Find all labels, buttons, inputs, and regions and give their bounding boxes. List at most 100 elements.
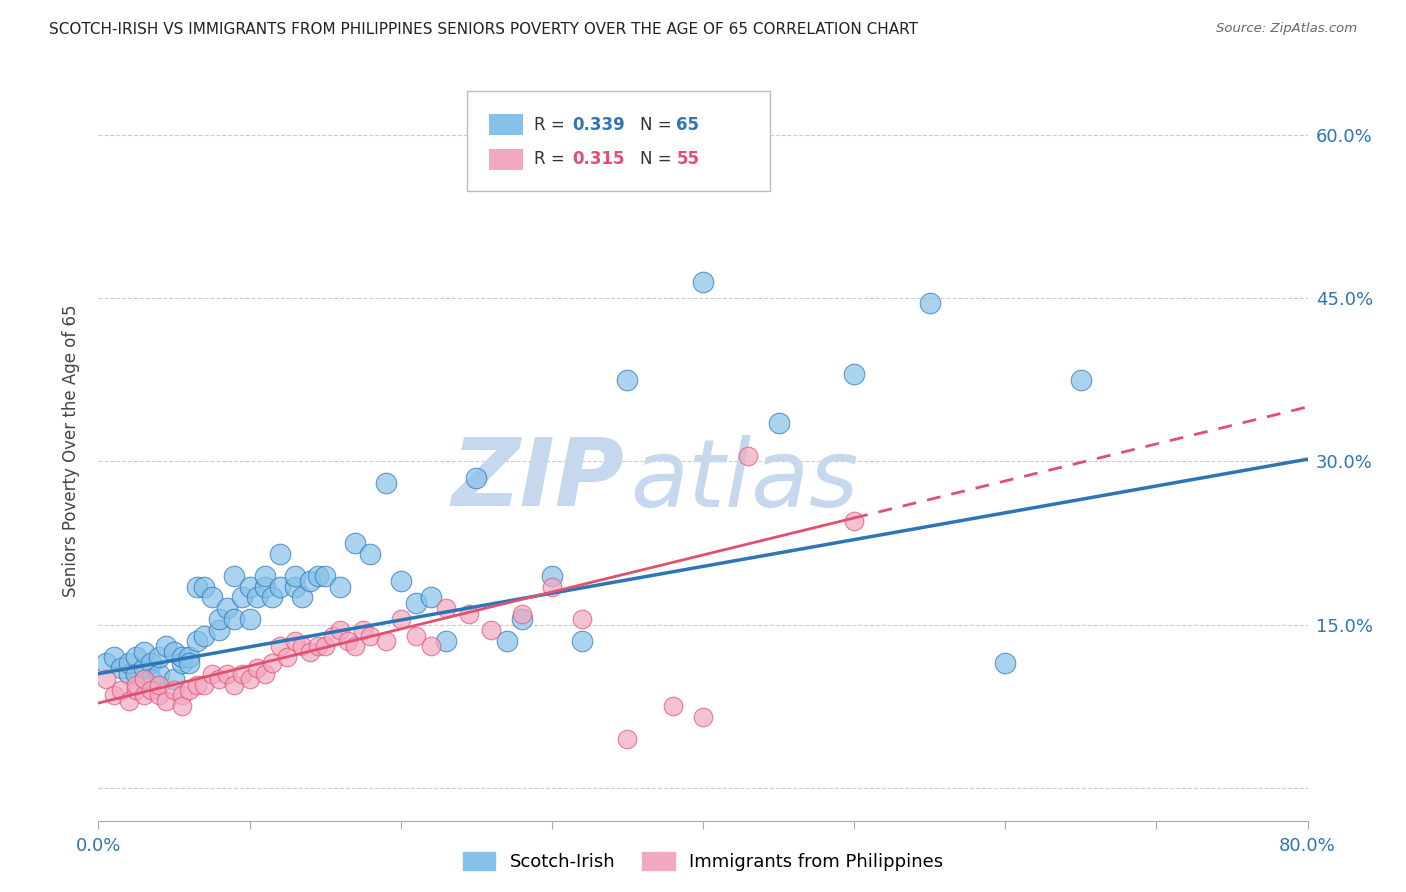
Point: [179, 656, 201, 670]
Point: [253, 580, 276, 594]
Point: [465, 471, 488, 485]
Point: [148, 689, 170, 703]
Point: [94, 672, 117, 686]
Point: [918, 296, 941, 310]
Point: [201, 591, 224, 605]
Text: N =: N =: [640, 116, 678, 134]
Point: [844, 368, 866, 382]
Point: [224, 612, 246, 626]
Point: [420, 591, 443, 605]
Point: [510, 607, 533, 621]
Point: [269, 547, 291, 561]
Point: [374, 476, 396, 491]
Point: [118, 656, 141, 670]
Point: [201, 666, 224, 681]
Point: [344, 536, 367, 550]
Point: [616, 373, 638, 387]
Point: [389, 574, 412, 588]
Point: [457, 607, 479, 621]
Point: [103, 689, 125, 703]
Point: [434, 601, 457, 615]
Point: [540, 580, 562, 594]
Point: [314, 568, 336, 582]
Point: [110, 661, 132, 675]
Point: [246, 591, 269, 605]
Point: [246, 661, 269, 675]
Point: [262, 656, 284, 670]
Text: atlas: atlas: [630, 434, 859, 525]
Point: [186, 580, 208, 594]
Point: [170, 699, 193, 714]
Point: [239, 612, 262, 626]
Point: [1070, 373, 1092, 387]
Point: [374, 634, 396, 648]
Point: [329, 623, 352, 637]
Point: [141, 672, 163, 686]
Point: [110, 683, 132, 698]
Point: [262, 591, 284, 605]
Point: [208, 623, 231, 637]
Point: [208, 612, 231, 626]
Text: Source: ZipAtlas.com: Source: ZipAtlas.com: [1216, 22, 1357, 36]
Point: [118, 694, 141, 708]
Point: [186, 634, 208, 648]
Point: [215, 666, 238, 681]
Point: [148, 677, 170, 691]
Point: [352, 623, 374, 637]
Point: [170, 656, 193, 670]
Point: [389, 612, 412, 626]
Point: [193, 677, 215, 691]
Text: 0.339: 0.339: [572, 116, 626, 134]
Point: [269, 640, 291, 654]
Point: [163, 672, 186, 686]
Point: [193, 628, 215, 642]
Point: [284, 580, 307, 594]
Point: [284, 568, 307, 582]
Point: [163, 645, 186, 659]
Point: [132, 672, 155, 686]
Point: [360, 547, 382, 561]
Point: [224, 677, 246, 691]
Point: [329, 580, 352, 594]
Point: [118, 666, 141, 681]
FancyBboxPatch shape: [467, 91, 769, 191]
Point: [322, 628, 344, 642]
Point: [132, 645, 155, 659]
Text: 55: 55: [676, 151, 699, 169]
Point: [405, 628, 427, 642]
Text: R =: R =: [534, 116, 569, 134]
Point: [692, 275, 714, 289]
Point: [360, 628, 382, 642]
Point: [299, 645, 322, 659]
Text: N =: N =: [640, 151, 678, 169]
Point: [155, 694, 177, 708]
Point: [239, 580, 262, 594]
Text: 0.315: 0.315: [572, 151, 624, 169]
Point: [253, 568, 276, 582]
Point: [307, 568, 329, 582]
Point: [616, 731, 638, 746]
Point: [844, 514, 866, 528]
Text: 65: 65: [676, 116, 699, 134]
Point: [125, 666, 148, 681]
Point: [420, 640, 443, 654]
Point: [148, 650, 170, 665]
Point: [239, 672, 262, 686]
Point: [170, 650, 193, 665]
Point: [405, 596, 427, 610]
Point: [291, 640, 314, 654]
Point: [231, 591, 253, 605]
Point: [125, 683, 148, 698]
Point: [141, 683, 163, 698]
Point: [571, 634, 593, 648]
Point: [269, 580, 291, 594]
Point: [141, 656, 163, 670]
Point: [253, 666, 276, 681]
Point: [215, 601, 238, 615]
Point: [163, 683, 186, 698]
Point: [155, 640, 177, 654]
Point: [571, 612, 593, 626]
Point: [276, 650, 298, 665]
Point: [344, 640, 367, 654]
FancyBboxPatch shape: [489, 149, 523, 169]
